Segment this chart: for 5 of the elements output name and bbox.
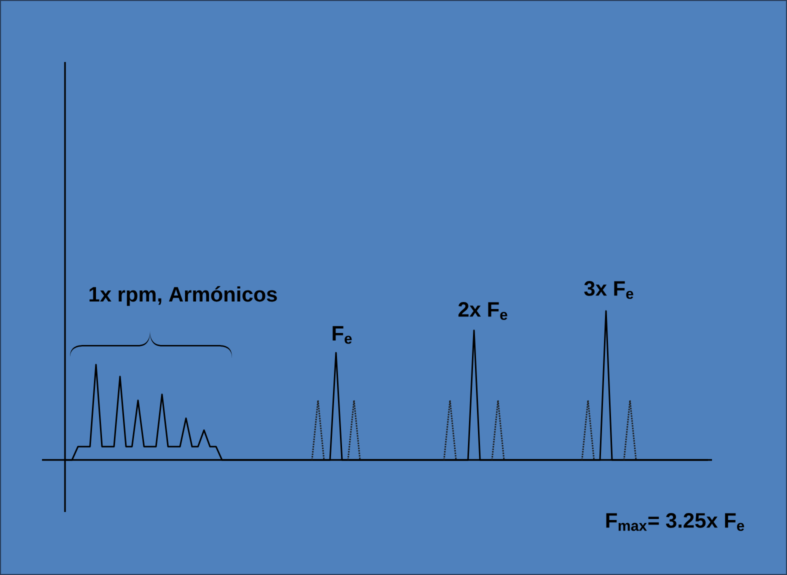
text: F$_{max}$= 3.25x F$_{e}$ [606,513,744,531]
annotation: F$_{e}$ [332,326,352,344]
text: 1x rpm, Armónicos [90,286,277,306]
annotation: 2x F$_{e}$ [458,302,508,320]
text: 3x F$_{e}$ [584,281,634,299]
